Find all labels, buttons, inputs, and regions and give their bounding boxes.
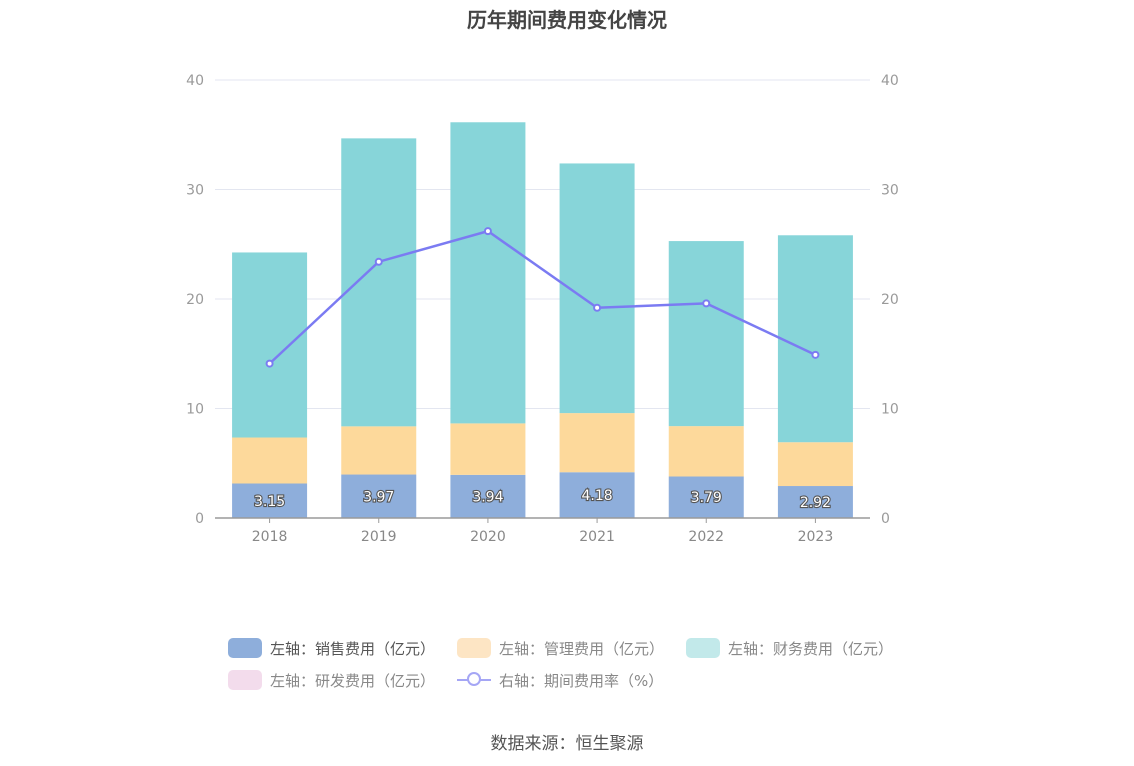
bar-segment[interactable] [341, 474, 417, 518]
legend-label-rate: 右轴：期间费用率（%） [499, 671, 664, 690]
legend-item-finance[interactable]: 左轴：财务费用（亿元） [686, 638, 893, 659]
rate-point[interactable] [593, 303, 602, 312]
y-tick-label: 30 [186, 183, 204, 199]
legend-item-rnd[interactable]: 左轴：研发费用（亿元） [228, 670, 435, 691]
bar-value-label: 3.94 [472, 489, 503, 505]
legend-label-admin: 左轴：管理费用（亿元） [499, 639, 665, 658]
bar-segment[interactable] [450, 474, 526, 518]
y-tick-label: 40 [186, 73, 204, 89]
bar-segment[interactable] [668, 476, 744, 518]
y2-tick-label: 40 [881, 73, 899, 89]
bar-segment[interactable] [777, 486, 853, 518]
bar-segment[interactable] [450, 423, 526, 475]
source-note: 数据来源：恒生聚源 [490, 734, 644, 754]
bar-value-label: 4.18 [581, 488, 612, 504]
rate-point[interactable] [265, 359, 274, 368]
left-axis: 0 10 20 30 40 [186, 73, 204, 527]
legend-swatch-rnd [228, 670, 262, 690]
bars [232, 122, 853, 518]
x-tick-label: 2020 [470, 529, 506, 545]
bar-segment[interactable] [341, 426, 417, 475]
y-tick-label: 10 [186, 402, 204, 418]
bar-segment[interactable] [559, 472, 635, 518]
y-tick-label: 20 [186, 292, 204, 308]
bar-value-label: 3.15 [254, 494, 285, 510]
rate-point[interactable] [702, 299, 711, 308]
rate-line [265, 227, 820, 368]
bar-segment[interactable] [559, 163, 635, 414]
rate-point[interactable] [374, 257, 383, 266]
bar-segment[interactable] [232, 483, 308, 518]
bar-segment[interactable] [232, 252, 308, 438]
data-labels: 3.15 3.97 3.94 4.18 3.79 2.92 [253, 487, 832, 512]
legend-label-finance: 左轴：财务费用（亿元） [728, 639, 894, 658]
bar-segment[interactable] [777, 442, 853, 487]
bar-segment[interactable] [559, 413, 635, 473]
legend-item-rate[interactable]: 右轴：期间费用率（%） [457, 670, 663, 691]
x-tick-label: 2018 [252, 529, 288, 545]
x-tick-label: 2022 [688, 529, 724, 545]
rate-point[interactable] [483, 227, 492, 236]
y2-tick-label: 20 [881, 292, 899, 308]
bar-segment[interactable] [450, 122, 526, 424]
legend-item-sales[interactable]: 左轴：销售费用（亿元） [228, 638, 435, 659]
legend: 左轴：销售费用（亿元） 左轴：管理费用（亿元） 左轴：财务费用（亿元） 左轴：研… [228, 632, 928, 696]
legend-row-1: 左轴：销售费用（亿元） 左轴：管理费用（亿元） 左轴：财务费用（亿元） [228, 632, 928, 664]
y2-tick-label: 0 [881, 511, 890, 527]
bar-segment[interactable] [341, 138, 417, 427]
y2-tick-label: 10 [881, 402, 899, 418]
legend-swatch-finance [686, 638, 721, 658]
bar-value-label: 3.79 [691, 490, 722, 506]
legend-swatch-sales [228, 638, 262, 658]
bar-value-label: 2.92 [800, 495, 831, 511]
x-tick-label: 2023 [798, 529, 834, 545]
legend-line-icon [457, 670, 492, 690]
y2-tick-label: 30 [881, 183, 899, 199]
rate-point[interactable] [811, 350, 820, 359]
legend-item-admin[interactable]: 左轴：管理费用（亿元） [457, 638, 664, 659]
bar-value-label: 3.97 [363, 489, 394, 505]
legend-label-sales: 左轴：销售费用（亿元） [270, 639, 436, 658]
y-tick-label: 0 [195, 511, 204, 527]
x-tick-label: 2019 [361, 529, 397, 545]
bar-segment[interactable] [668, 426, 744, 477]
x-tick-label: 2021 [579, 529, 615, 545]
right-axis: 0 10 20 30 40 [881, 73, 899, 527]
bar-segment[interactable] [777, 235, 853, 443]
x-axis: 2018 2019 2020 2021 2022 2023 [215, 517, 870, 545]
bar-segment[interactable] [232, 437, 308, 484]
rate-line-path [268, 229, 816, 365]
bar-segment[interactable] [668, 241, 744, 427]
legend-swatch-admin [457, 638, 492, 658]
grid-lines [215, 79, 870, 409]
legend-row-2: 左轴：研发费用（亿元） 右轴：期间费用率（%） [228, 664, 928, 696]
legend-label-rnd: 左轴：研发费用（亿元） [270, 671, 436, 690]
chart-title: 历年期间费用变化情况 [467, 8, 667, 32]
